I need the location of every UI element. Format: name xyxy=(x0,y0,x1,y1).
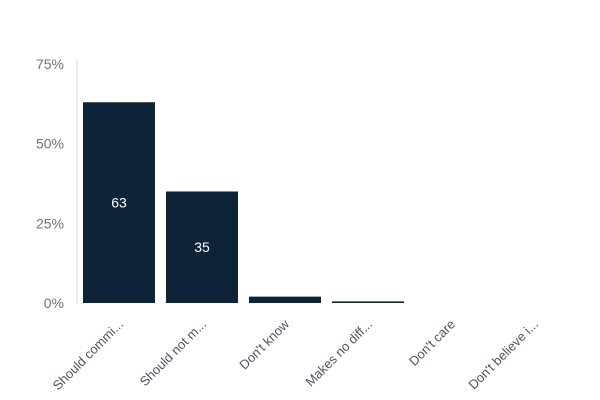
x-tick-label: Should commi... xyxy=(50,317,127,394)
x-tick-label: Makes no diff... xyxy=(302,317,375,390)
bars: 63 35 xyxy=(83,102,404,304)
x-tick-label: Don't know xyxy=(236,316,292,372)
bar[interactable] xyxy=(166,191,238,303)
data-label: 63 xyxy=(111,195,127,211)
y-tick-label: 50% xyxy=(36,136,64,152)
y-axis: 0% 25% 50% 75% xyxy=(36,56,78,311)
x-tick-label: Should not m... xyxy=(137,317,209,389)
y-tick-label: 0% xyxy=(44,295,64,311)
data-label: 35 xyxy=(194,239,210,255)
bar[interactable] xyxy=(83,102,155,304)
y-tick-label: 75% xyxy=(36,56,64,72)
bar[interactable] xyxy=(249,296,321,303)
y-tick-label: 25% xyxy=(36,215,64,231)
bar[interactable] xyxy=(332,301,404,303)
x-axis-labels: Should commi... Should not m... Don't know… xyxy=(50,316,542,393)
x-tick-label: Don't believe i... xyxy=(465,317,541,393)
x-tick-label: Don't care xyxy=(406,317,458,369)
